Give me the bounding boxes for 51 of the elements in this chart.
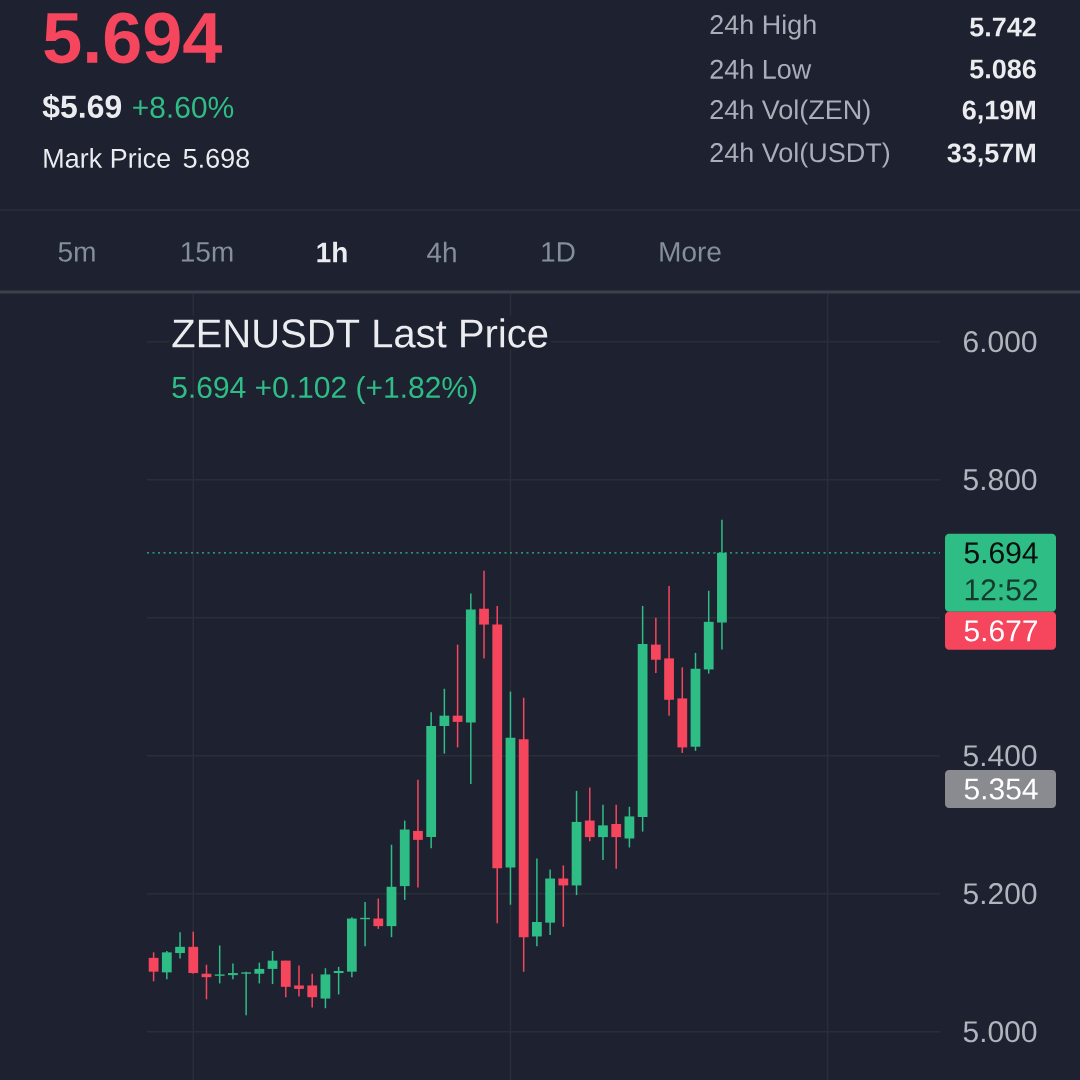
text: 24h Low — [710, 59, 812, 79]
text: 24h High — [710, 14, 816, 40]
text: $5.69 — [42, 93, 122, 121]
candlestick — [558, 864, 569, 928]
candlestick — [611, 803, 622, 870]
text: 5.698 — [183, 148, 249, 168]
candlestick — [439, 688, 450, 755]
text: 5.086 — [970, 59, 1036, 79]
candlestick — [650, 616, 661, 674]
candlestick — [598, 803, 608, 861]
candlestick — [532, 857, 542, 947]
text: 1D — [542, 242, 575, 262]
text: 5m — [58, 242, 95, 262]
candlestick — [373, 897, 384, 930]
text: 6,19M — [962, 100, 1035, 124]
text: 24h Vol(ZEN) — [710, 99, 870, 125]
y-tick-label: 6.000 — [964, 331, 1037, 353]
y-tick-label: 5.400 — [963, 745, 1037, 767]
text: More — [660, 242, 721, 262]
candlestick — [175, 931, 185, 960]
candlestick — [624, 806, 635, 849]
text: 1h — [317, 241, 347, 263]
text: +8.60% — [133, 96, 234, 118]
text: 5.677 — [964, 620, 1038, 642]
text: 24h Vol(USDT) — [710, 142, 890, 168]
candlestick — [228, 962, 238, 981]
candlestick — [307, 972, 318, 1009]
candlestick — [333, 966, 344, 996]
text: 5.694 — [44, 12, 222, 64]
text: 15m — [181, 242, 233, 262]
y-tick-label: 5.000 — [963, 1021, 1037, 1043]
candlestick — [241, 970, 252, 1016]
text: 12:52 — [965, 579, 1038, 601]
candlestick — [294, 964, 304, 998]
y-tick-label: 5.200 — [963, 883, 1037, 905]
text: 5.742 — [970, 17, 1036, 37]
candlestick — [413, 779, 423, 889]
candlestick — [254, 961, 265, 985]
candlestick — [479, 570, 489, 660]
chart-title: ZENUSDT Last Price — [172, 318, 548, 348]
text: 5.354 — [964, 778, 1038, 800]
candlestick — [584, 786, 595, 842]
text: Mark Price — [44, 148, 170, 168]
text: 5.694 +0.102 (+1.82%) — [172, 376, 477, 404]
text: 33,57M — [947, 143, 1035, 167]
candlestick — [214, 944, 225, 985]
candlestick — [148, 951, 159, 983]
text: 4h — [427, 241, 456, 263]
candlestick — [161, 950, 172, 981]
ref-line-label: 5.694 — [964, 542, 1038, 564]
y-tick-label: 5.800 — [963, 469, 1037, 491]
